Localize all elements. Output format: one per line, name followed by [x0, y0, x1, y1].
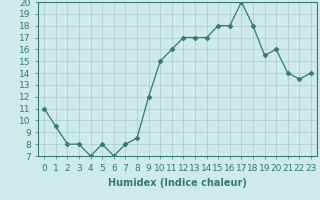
X-axis label: Humidex (Indice chaleur): Humidex (Indice chaleur) — [108, 178, 247, 188]
